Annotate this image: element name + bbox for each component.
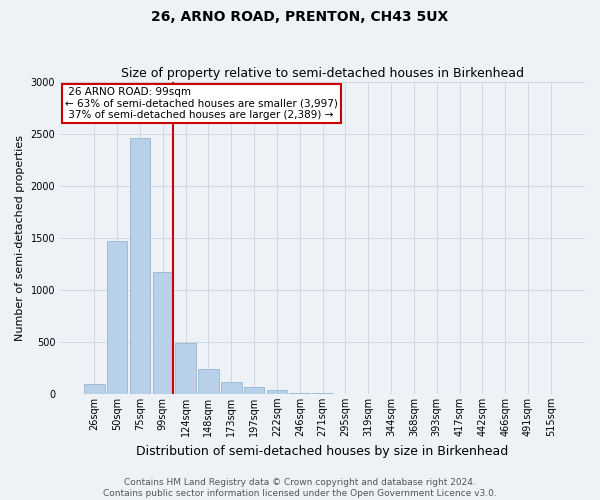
X-axis label: Distribution of semi-detached houses by size in Birkenhead: Distribution of semi-detached houses by … [136,444,509,458]
Bar [198,370,219,394]
Bar [84,384,104,394]
Text: Contains HM Land Registry data © Crown copyright and database right 2024.
Contai: Contains HM Land Registry data © Crown c… [103,478,497,498]
Bar [130,138,150,394]
Bar [221,382,242,394]
Bar [107,241,127,394]
Y-axis label: Number of semi-detached properties: Number of semi-detached properties [15,135,25,341]
Bar [266,390,287,394]
Text: 26 ARNO ROAD: 99sqm
← 63% of semi-detached houses are smaller (3,997)
 37% of se: 26 ARNO ROAD: 99sqm ← 63% of semi-detach… [65,86,338,120]
Text: 26, ARNO ROAD, PRENTON, CH43 5UX: 26, ARNO ROAD, PRENTON, CH43 5UX [151,10,449,24]
Bar [244,387,265,394]
Bar [289,393,310,394]
Title: Size of property relative to semi-detached houses in Birkenhead: Size of property relative to semi-detach… [121,66,524,80]
Bar [175,343,196,394]
Bar [152,272,173,394]
